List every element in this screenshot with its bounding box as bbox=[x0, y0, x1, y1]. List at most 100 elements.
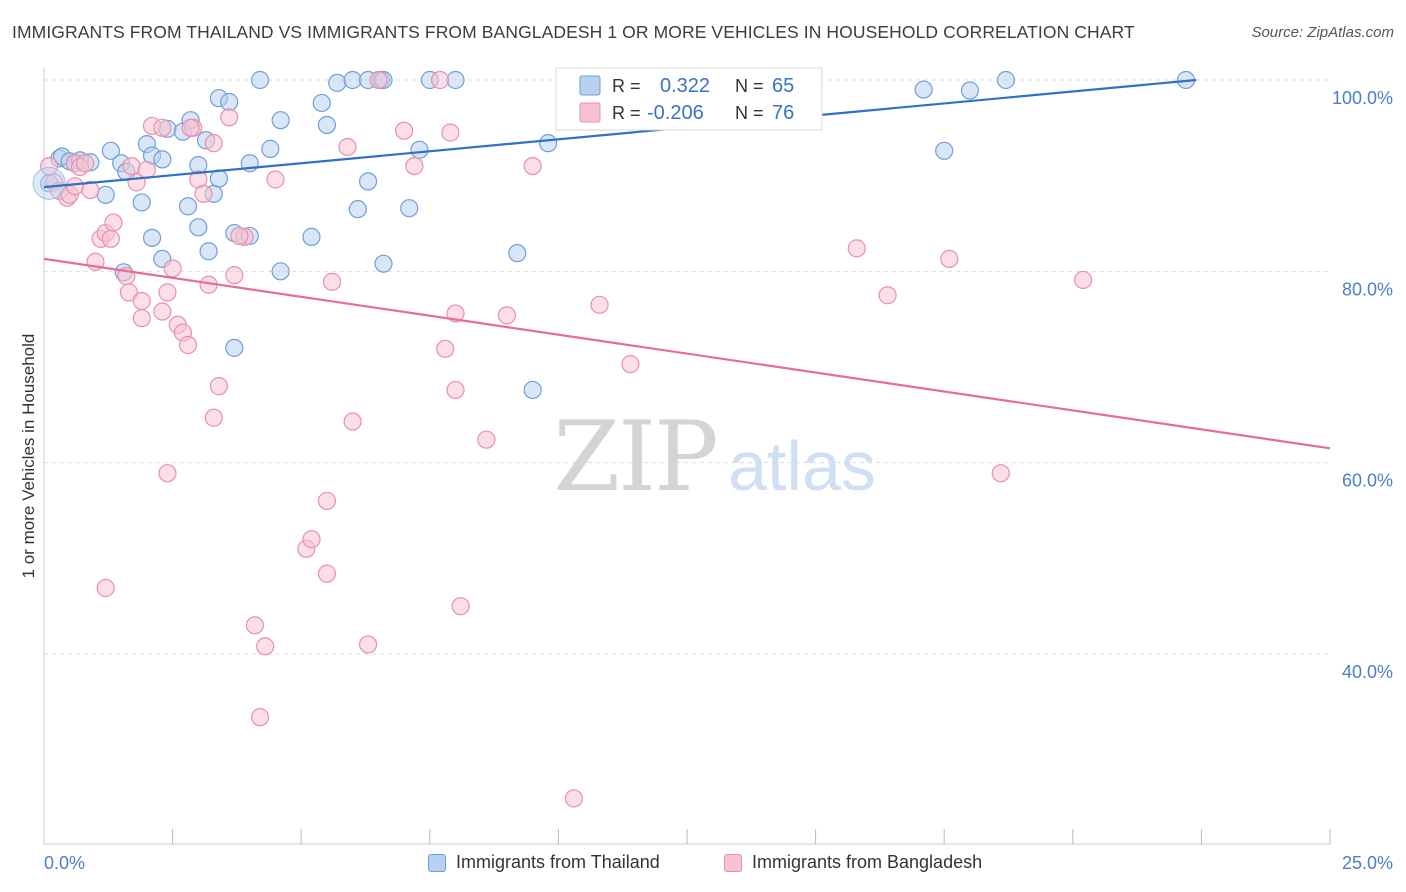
bottom-legend-bangladesh[interactable]: Immigrants from Bangladesh bbox=[724, 852, 982, 873]
data-point-thailand bbox=[271, 262, 290, 281]
data-point-bangladesh bbox=[317, 564, 337, 583]
data-point-thailand bbox=[189, 218, 208, 237]
data-point-thailand bbox=[996, 70, 1016, 90]
data-point-bangladesh bbox=[250, 708, 270, 727]
watermark-zip: ZIP bbox=[553, 401, 716, 513]
data-point-bangladesh bbox=[497, 306, 517, 325]
data-point-bangladesh bbox=[256, 637, 275, 656]
data-point-bangladesh bbox=[153, 118, 172, 137]
data-point-thailand bbox=[523, 380, 542, 400]
data-point-bangladesh bbox=[220, 108, 239, 127]
data-point-bangladesh bbox=[137, 160, 156, 180]
legend-swatch-bangladesh bbox=[579, 102, 601, 123]
chart-title: IMMIGRANTS FROM THAILAND VS IMMIGRANTS F… bbox=[12, 22, 1135, 42]
x-tick-label: 25.0% bbox=[1342, 853, 1393, 873]
data-point-bangladesh bbox=[194, 184, 213, 203]
data-point-thailand bbox=[312, 93, 331, 113]
data-point-thailand bbox=[539, 134, 558, 153]
legend-thailand-r-value: 0.322 bbox=[660, 75, 710, 97]
correlation-legend: R = 0.322 N = 65 R = -0.206 N = 76 bbox=[555, 67, 823, 131]
data-point-bangladesh bbox=[477, 430, 496, 449]
trend-line-thailand bbox=[43, 78, 1197, 189]
bottom-legend: Immigrants from Thailand Immigrants from… bbox=[0, 852, 1406, 878]
data-point-bangladesh bbox=[430, 70, 450, 90]
data-point-bangladesh bbox=[940, 249, 959, 268]
y-tick-label: 60.0% bbox=[1342, 471, 1393, 491]
data-point-bangladesh bbox=[181, 118, 200, 137]
data-point-bangladesh bbox=[76, 154, 95, 173]
bottom-legend-swatch-bangladesh bbox=[724, 853, 742, 872]
watermark: ZIP atlas bbox=[553, 401, 876, 513]
data-point-thailand bbox=[142, 228, 162, 247]
y-axis-label: 1 or more Vehicles in Household bbox=[19, 334, 38, 579]
data-point-bangladesh bbox=[394, 121, 414, 140]
data-point-bangladesh bbox=[590, 295, 609, 314]
data-point-bangladesh bbox=[132, 309, 151, 328]
data-point-bangladesh bbox=[65, 177, 84, 196]
data-point-bangladesh bbox=[153, 302, 172, 321]
chart-source: Source: ZipAtlas.com bbox=[1251, 24, 1394, 41]
axes-layer: 100.0% 80.0% 60.0% 40.0% 0.0% 25.0% bbox=[43, 68, 1393, 873]
data-point-thailand bbox=[101, 141, 120, 160]
data-point-bangladesh bbox=[96, 578, 115, 598]
data-point-thailand bbox=[302, 227, 321, 246]
data-point-bangladesh bbox=[158, 283, 177, 302]
legend-bangladesh-n-value: 76 bbox=[772, 102, 794, 124]
data-point-thailand bbox=[374, 254, 393, 273]
trend-line-bangladesh bbox=[43, 257, 1331, 450]
data-point-bangladesh bbox=[178, 335, 198, 355]
data-point-bangladesh bbox=[40, 157, 59, 176]
data-point-bangladesh bbox=[119, 283, 138, 302]
data-point-thailand bbox=[914, 80, 933, 99]
data-point-bangladesh bbox=[230, 226, 249, 246]
data-point-thailand bbox=[132, 193, 151, 212]
data-point-thailand bbox=[410, 140, 429, 159]
data-point-thailand bbox=[271, 111, 290, 130]
data-point-bangladesh bbox=[122, 157, 141, 176]
data-point-bangladesh bbox=[322, 272, 342, 291]
data-point-bangladesh bbox=[847, 239, 866, 258]
data-point-bangladesh bbox=[441, 123, 460, 142]
bottom-legend-label-bangladesh: Immigrants from Bangladesh bbox=[752, 852, 983, 872]
data-point-bangladesh bbox=[209, 377, 228, 396]
trend-layer bbox=[43, 78, 1331, 450]
data-point-bangladesh bbox=[369, 70, 388, 90]
data-point-bangladesh bbox=[266, 170, 285, 189]
data-point-bangladesh bbox=[225, 266, 244, 285]
data-point-bangladesh bbox=[343, 412, 362, 431]
data-point-bangladesh bbox=[451, 597, 470, 616]
data-point-thailand bbox=[153, 150, 172, 169]
data-point-thailand bbox=[446, 70, 465, 90]
y-tick-label: 80.0% bbox=[1342, 279, 1393, 299]
data-point-bangladesh bbox=[358, 635, 378, 654]
data-point-bangladesh bbox=[1073, 270, 1093, 290]
legend-bangladesh-r-label: R = bbox=[612, 103, 641, 123]
data-point-thailand bbox=[178, 197, 198, 216]
y-tick-label: 100.0% bbox=[1332, 88, 1393, 108]
data-point-thailand-cluster bbox=[32, 166, 66, 200]
data-point-bangladesh bbox=[338, 137, 357, 157]
data-point-thailand bbox=[343, 70, 362, 90]
data-point-thailand bbox=[508, 244, 527, 263]
bottom-legend-thailand[interactable]: Immigrants from Thailand bbox=[428, 852, 660, 873]
data-point-bangladesh bbox=[163, 259, 182, 278]
data-point-thailand bbox=[935, 141, 954, 160]
legend-swatch-thailand bbox=[579, 75, 601, 96]
data-point-bangladesh bbox=[158, 464, 177, 483]
data-point-thailand bbox=[96, 185, 115, 204]
data-point-bangladesh bbox=[523, 157, 542, 176]
data-point-bangladesh bbox=[132, 291, 151, 311]
y-tick-label: 40.0% bbox=[1342, 662, 1393, 682]
data-point-thailand bbox=[199, 242, 218, 261]
data-point-thailand bbox=[261, 139, 280, 158]
bottom-legend-swatch-thailand bbox=[428, 853, 446, 872]
data-point-bangladesh bbox=[204, 408, 223, 427]
data-point-bangladesh bbox=[436, 339, 455, 358]
data-point-thailand bbox=[209, 169, 228, 188]
legend-bangladesh-n-label: N = bbox=[735, 103, 764, 123]
data-point-bangladesh bbox=[878, 286, 897, 305]
data-point-thailand bbox=[328, 73, 347, 92]
data-point-thailand bbox=[960, 81, 980, 100]
data-point-thailand bbox=[400, 199, 419, 218]
